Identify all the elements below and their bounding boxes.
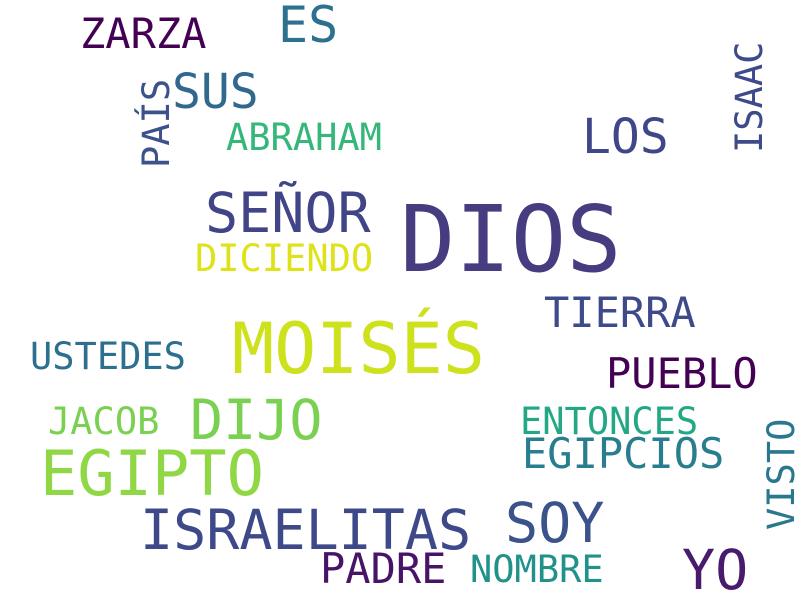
word-tierra: TIERRA (544, 288, 696, 337)
word-entonces: ENTONCES (520, 400, 699, 443)
word-moises: MOISÉS (232, 308, 485, 390)
word-los: LOS (582, 109, 669, 165)
word-soy: SOY (505, 491, 605, 555)
word-padre: PADRE (320, 544, 447, 593)
word-isaac: ISAAC (728, 41, 771, 153)
word-dijo: DIJO (190, 388, 323, 452)
word-zarza: ZARZA (80, 9, 207, 58)
word-jacob: JACOB (48, 400, 160, 443)
word-egipcios: EGIPCIOS (522, 429, 725, 478)
word-abraham: ABRAHAM (226, 116, 382, 159)
word-visto: VISTO (760, 418, 800, 530)
word-ustedes: USTEDES (30, 335, 186, 378)
word-pais: PAÍS (135, 78, 178, 168)
word-nombre: NOMBRE (470, 548, 604, 591)
word-egipto: EGIPTO (40, 437, 264, 510)
word-dios: DIOS (400, 186, 622, 293)
word-es: ES (278, 0, 339, 54)
word-sus: SUS (172, 64, 259, 120)
word-diciendo: DICIENDO (195, 237, 374, 280)
word-senor: SEÑOR (205, 181, 371, 245)
word-pueblo: PUEBLO (606, 349, 758, 398)
word-israelitas: ISRAELITAS (140, 498, 472, 562)
word-yo: YO (682, 538, 749, 600)
